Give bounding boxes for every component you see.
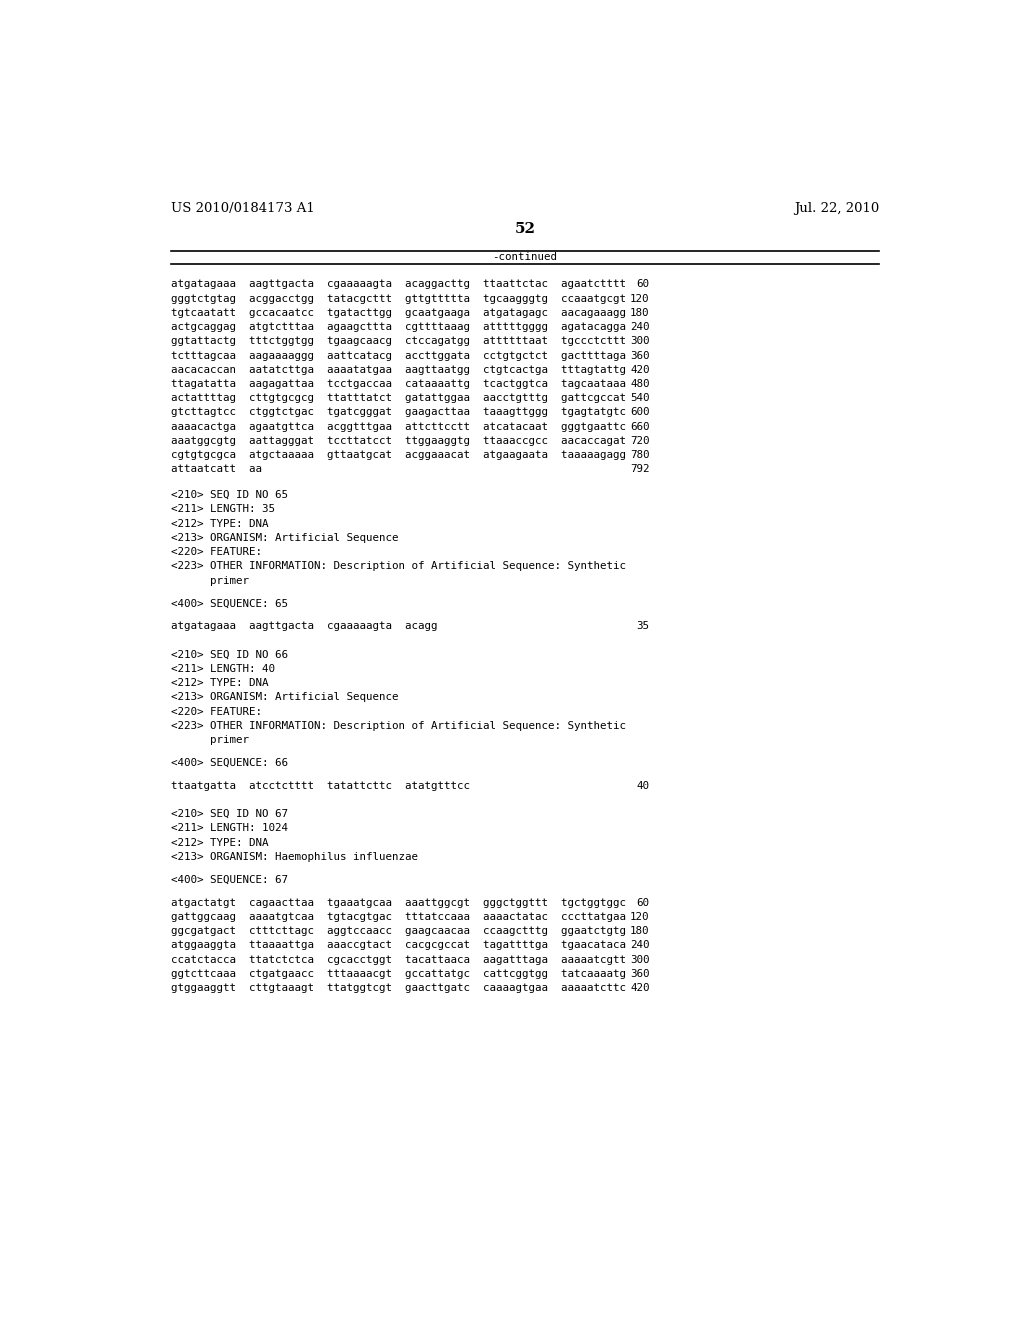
Text: gattggcaag  aaaatgtcaa  tgtacgtgac  tttatccaaa  aaaactatac  cccttatgaa: gattggcaag aaaatgtcaa tgtacgtgac tttatcc… (171, 912, 626, 921)
Text: <212> TYPE: DNA: <212> TYPE: DNA (171, 678, 268, 688)
Text: cgtgtgcgca  atgctaaaaa  gttaatgcat  acggaaacat  atgaagaata  taaaaagagg: cgtgtgcgca atgctaaaaa gttaatgcat acggaaa… (171, 450, 626, 461)
Text: ccatctacca  ttatctctca  cgcacctggt  tacattaaca  aagatttaga  aaaaatcgtt: ccatctacca ttatctctca cgcacctggt tacatta… (171, 954, 626, 965)
Text: 40: 40 (637, 780, 649, 791)
Text: attaatcatt  aa: attaatcatt aa (171, 465, 261, 474)
Text: <400> SEQUENCE: 67: <400> SEQUENCE: 67 (171, 875, 288, 884)
Text: 300: 300 (630, 337, 649, 346)
Text: 360: 360 (630, 351, 649, 360)
Text: 240: 240 (630, 322, 649, 333)
Text: tctttagcaa  aagaaaaggg  aattcatacg  accttggata  cctgtgctct  gacttttaga: tctttagcaa aagaaaaggg aattcatacg accttgg… (171, 351, 626, 360)
Text: gtcttagtcc  ctggtctgac  tgatcgggat  gaagacttaa  taaagttggg  tgagtatgtc: gtcttagtcc ctggtctgac tgatcgggat gaagact… (171, 408, 626, 417)
Text: ttagatatta  aagagattaa  tcctgaccaa  cataaaattg  tcactggtca  tagcaataaa: ttagatatta aagagattaa tcctgaccaa cataaaa… (171, 379, 626, 389)
Text: <213> ORGANISM: Haemophilus influenzae: <213> ORGANISM: Haemophilus influenzae (171, 851, 418, 862)
Text: primer: primer (171, 576, 249, 586)
Text: Jul. 22, 2010: Jul. 22, 2010 (794, 202, 879, 215)
Text: 792: 792 (630, 465, 649, 474)
Text: 780: 780 (630, 450, 649, 461)
Text: 120: 120 (630, 293, 649, 304)
Text: atgatagaaa  aagttgacta  cgaaaaagta  acaggacttg  ttaattctac  agaatctttt: atgatagaaa aagttgacta cgaaaaagta acaggac… (171, 280, 626, 289)
Text: ggcgatgact  ctttcttagc  aggtccaacc  gaagcaacaa  ccaagctttg  ggaatctgtg: ggcgatgact ctttcttagc aggtccaacc gaagcaa… (171, 927, 626, 936)
Text: <213> ORGANISM: Artificial Sequence: <213> ORGANISM: Artificial Sequence (171, 533, 398, 543)
Text: 60: 60 (637, 898, 649, 908)
Text: <223> OTHER INFORMATION: Description of Artificial Sequence: Synthetic: <223> OTHER INFORMATION: Description of … (171, 721, 626, 731)
Text: 600: 600 (630, 408, 649, 417)
Text: ggtcttcaaa  ctgatgaacc  tttaaaacgt  gccattatgc  cattcggtgg  tatcaaaatg: ggtcttcaaa ctgatgaacc tttaaaacgt gccatta… (171, 969, 626, 978)
Text: 720: 720 (630, 436, 649, 446)
Text: primer: primer (171, 735, 249, 744)
Text: <400> SEQUENCE: 65: <400> SEQUENCE: 65 (171, 598, 288, 609)
Text: <210> SEQ ID NO 65: <210> SEQ ID NO 65 (171, 490, 288, 500)
Text: gtggaaggtt  cttgtaaagt  ttatggtcgt  gaacttgatc  caaaagtgaa  aaaaatcttc: gtggaaggtt cttgtaaagt ttatggtcgt gaacttg… (171, 983, 626, 993)
Text: 420: 420 (630, 983, 649, 993)
Text: <211> LENGTH: 1024: <211> LENGTH: 1024 (171, 824, 288, 833)
Text: 540: 540 (630, 393, 649, 403)
Text: tgtcaatatt  gccacaatcc  tgatacttgg  gcaatgaaga  atgatagagc  aacagaaagg: tgtcaatatt gccacaatcc tgatacttgg gcaatga… (171, 308, 626, 318)
Text: 120: 120 (630, 912, 649, 921)
Text: aacacaccan  aatatcttga  aaaatatgaa  aagttaatgg  ctgtcactga  tttagtattg: aacacaccan aatatcttga aaaatatgaa aagttaa… (171, 364, 626, 375)
Text: <212> TYPE: DNA: <212> TYPE: DNA (171, 838, 268, 847)
Text: <220> FEATURE:: <220> FEATURE: (171, 546, 261, 557)
Text: ttaatgatta  atcctctttt  tatattcttc  atatgtttcc: ttaatgatta atcctctttt tatattcttc atatgtt… (171, 780, 470, 791)
Text: 240: 240 (630, 940, 649, 950)
Text: -continued: -continued (493, 252, 557, 261)
Text: <213> ORGANISM: Artificial Sequence: <213> ORGANISM: Artificial Sequence (171, 693, 398, 702)
Text: actgcaggag  atgtctttaa  agaagcttta  cgttttaaag  atttttgggg  agatacagga: actgcaggag atgtctttaa agaagcttta cgtttta… (171, 322, 626, 333)
Text: 52: 52 (514, 222, 536, 236)
Text: 60: 60 (637, 280, 649, 289)
Text: gggtctgtag  acggacctgg  tatacgcttt  gttgttttta  tgcaagggtg  ccaaatgcgt: gggtctgtag acggacctgg tatacgcttt gttgttt… (171, 293, 626, 304)
Text: <400> SEQUENCE: 66: <400> SEQUENCE: 66 (171, 758, 288, 768)
Text: <223> OTHER INFORMATION: Description of Artificial Sequence: Synthetic: <223> OTHER INFORMATION: Description of … (171, 561, 626, 572)
Text: <212> TYPE: DNA: <212> TYPE: DNA (171, 519, 268, 528)
Text: 660: 660 (630, 422, 649, 432)
Text: 480: 480 (630, 379, 649, 389)
Text: actattttag  cttgtgcgcg  ttatttatct  gatattggaa  aacctgtttg  gattcgccat: actattttag cttgtgcgcg ttatttatct gatattg… (171, 393, 626, 403)
Text: <210> SEQ ID NO 66: <210> SEQ ID NO 66 (171, 649, 288, 660)
Text: 180: 180 (630, 308, 649, 318)
Text: 420: 420 (630, 364, 649, 375)
Text: 35: 35 (637, 622, 649, 631)
Text: <211> LENGTH: 35: <211> LENGTH: 35 (171, 504, 274, 515)
Text: atgatagaaa  aagttgacta  cgaaaaagta  acagg: atgatagaaa aagttgacta cgaaaaagta acagg (171, 622, 437, 631)
Text: atgactatgt  cagaacttaa  tgaaatgcaa  aaattggcgt  gggctggttt  tgctggtggc: atgactatgt cagaacttaa tgaaatgcaa aaattgg… (171, 898, 626, 908)
Text: <210> SEQ ID NO 67: <210> SEQ ID NO 67 (171, 809, 288, 820)
Text: atggaaggta  ttaaaattga  aaaccgtact  cacgcgccat  tagattttga  tgaacataca: atggaaggta ttaaaattga aaaccgtact cacgcgc… (171, 940, 626, 950)
Text: <220> FEATURE:: <220> FEATURE: (171, 706, 261, 717)
Text: aaaacactga  agaatgttca  acggtttgaa  attcttcctt  atcatacaat  gggtgaattc: aaaacactga agaatgttca acggtttgaa attcttc… (171, 422, 626, 432)
Text: 360: 360 (630, 969, 649, 978)
Text: 300: 300 (630, 954, 649, 965)
Text: ggtattactg  tttctggtgg  tgaagcaacg  ctccagatgg  attttttaat  tgccctcttt: ggtattactg tttctggtgg tgaagcaacg ctccaga… (171, 337, 626, 346)
Text: aaatggcgtg  aattagggat  tccttatcct  ttggaaggtg  ttaaaccgcc  aacaccagat: aaatggcgtg aattagggat tccttatcct ttggaag… (171, 436, 626, 446)
Text: US 2010/0184173 A1: US 2010/0184173 A1 (171, 202, 314, 215)
Text: 180: 180 (630, 927, 649, 936)
Text: <211> LENGTH: 40: <211> LENGTH: 40 (171, 664, 274, 675)
